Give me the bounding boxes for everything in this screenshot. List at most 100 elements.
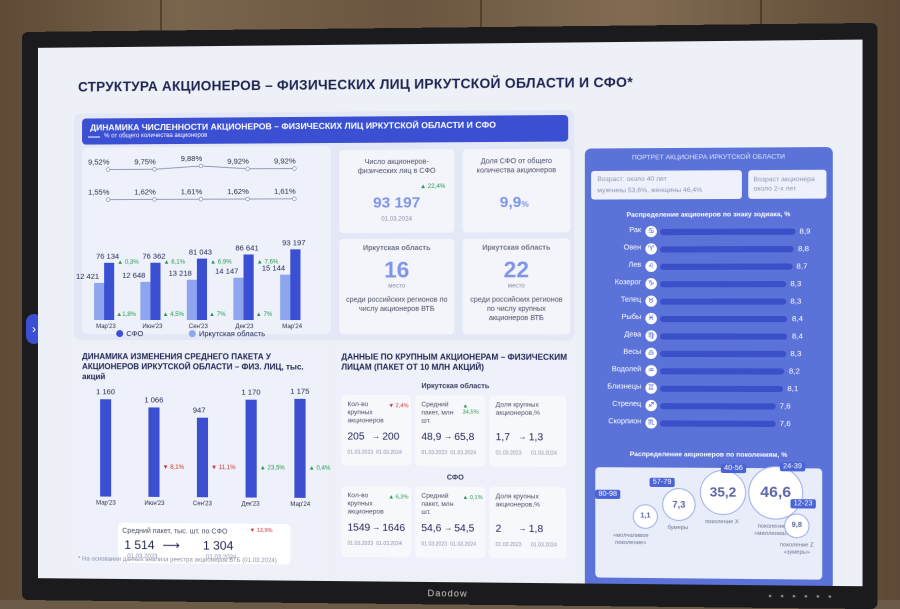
portrait-title: ПОРТРЕТ АКЦИОНЕРА ИРКУТСКОЙ ОБЛАСТИ bbox=[585, 153, 833, 162]
share-point bbox=[106, 198, 110, 202]
avg-bar bbox=[197, 418, 208, 497]
gen-bubble: 46,6 bbox=[748, 466, 803, 520]
rank1-value: 16 bbox=[343, 257, 450, 284]
line-top-label: 9,92% bbox=[274, 156, 296, 165]
zodiac-value: 8,8 bbox=[798, 244, 809, 253]
zodiac-name: Рак bbox=[595, 227, 641, 234]
rank1-word: место bbox=[343, 283, 450, 289]
presentation-slide: СТРУКТУРА АКЦИОНЕРОВ – ФИЗИЧЕСКИХ ЛИЦ ИР… bbox=[38, 40, 863, 587]
zodiac-name: Телец bbox=[595, 297, 641, 304]
category-label: Мар'24 bbox=[282, 324, 302, 330]
zodiac-bar bbox=[660, 299, 786, 305]
avg-change: ▲ 0,4% bbox=[309, 466, 331, 472]
metric-label: Кол-во крупных акционеров bbox=[347, 401, 388, 425]
portrait-panel: ПОРТРЕТ АКЦИОНЕРА ИРКУТСКОЙ ОБЛАСТИ Возр… bbox=[585, 147, 833, 586]
avg-category-label: Сен'23 bbox=[193, 501, 212, 507]
share-point bbox=[293, 197, 297, 201]
value-label-irk: 14 147 bbox=[215, 266, 238, 275]
value-label-irk: 15 144 bbox=[262, 263, 285, 272]
avg-category-label: Июн'23 bbox=[144, 501, 164, 507]
zodiac-name: Козерог bbox=[595, 279, 641, 286]
gen-age-tag: 80-98 bbox=[595, 490, 620, 499]
zodiac-row: Водолей ♒ 8,2 bbox=[595, 365, 826, 379]
avg-category-label: Мар'23 bbox=[96, 501, 116, 507]
arrow-right-icon: ⟶ bbox=[163, 538, 180, 552]
zodiac-value: 8,4 bbox=[792, 331, 803, 340]
large-metric-card: Кол-во крупных акционеров ▲ 6,3% 1549 → 1646… bbox=[341, 486, 411, 557]
line-bottom-label: 1,62% bbox=[227, 187, 249, 196]
category-label: Сен'23 bbox=[189, 324, 208, 330]
zodiac-bar bbox=[660, 246, 794, 252]
line-bottom-label: 1,55% bbox=[88, 188, 109, 197]
avg-value-label: 1 160 bbox=[96, 388, 115, 397]
value-label-sfo: 93 197 bbox=[282, 238, 305, 247]
avg-bar bbox=[294, 399, 305, 498]
date-to: 01.03.2024 bbox=[450, 542, 476, 548]
zodiac-11-icon: ♏ bbox=[645, 417, 657, 428]
zodiac-row: Рак ♋ 8,9 bbox=[595, 225, 826, 239]
dynamics-title: ДИНАМИКА ЧИСЛЕННОСТИ АКЦИОНЕРОВ – ФИЗИЧЕ… bbox=[90, 120, 496, 133]
avg-chart: 1 160 Мар'23 1 066 Июн'23 ▼ 8,1% 947 Сен'23 ▼ 1… bbox=[38, 40, 863, 48]
zodiac-name: Лев bbox=[595, 262, 641, 269]
count-label: Число акционеров-физических лиц в СФО bbox=[345, 158, 448, 177]
value-label-irk: 12 421 bbox=[76, 272, 99, 281]
zodiac-bar bbox=[660, 403, 775, 410]
line-bottom-label: 1,61% bbox=[181, 187, 203, 196]
avg-sfo-change: ▼ 13,9% bbox=[250, 528, 273, 534]
line-legend-icon bbox=[88, 136, 100, 137]
metric-from: 54,6 bbox=[421, 523, 441, 534]
date-to: 01.03.2024 bbox=[450, 450, 476, 456]
rank2-value: 22 bbox=[467, 257, 566, 284]
gender-text: мужчины 53,6%, женщины 46,4% bbox=[597, 187, 702, 195]
rank2-region: Иркутская область bbox=[467, 245, 566, 252]
gen-age-tag: 40-56 bbox=[721, 464, 746, 473]
zodiac-bar bbox=[660, 420, 775, 427]
zodiac-bar bbox=[660, 368, 785, 374]
zodiac-value: 8,9 bbox=[799, 226, 810, 235]
zodiac-name: Овен bbox=[595, 244, 641, 251]
rank-card-1: Иркутская область 16 место среди российс… bbox=[339, 239, 454, 335]
large-irk-head: Иркутская область bbox=[341, 383, 570, 391]
zodiac-row: Стрелец ♐ 7,6 bbox=[595, 400, 826, 414]
share-point bbox=[153, 198, 157, 202]
large-metric-card: Доля крупных акционеров,% 2 → 1,8 01.03.2023… bbox=[489, 487, 566, 559]
metric-change: ▲ 6,3% bbox=[388, 494, 408, 500]
zodiac-3-icon: ♑ bbox=[645, 278, 657, 289]
arrow-right-icon: → bbox=[372, 431, 380, 440]
arrow-right-icon: → bbox=[444, 432, 452, 441]
zodiac-row: Дева ♍ 8,4 bbox=[595, 330, 826, 344]
metric-change: ▼ 2,4% bbox=[388, 403, 408, 409]
metric-to: 200 bbox=[382, 432, 399, 443]
metric-label: Средний пакет, млн шт. bbox=[421, 401, 462, 426]
large-metric-card: Средний пакет, млн шт. ▲ 0,1% 54,6 → 54,5 01.… bbox=[415, 486, 485, 558]
avg-sfo-from: 1 514 bbox=[124, 538, 154, 552]
zodiac-name: Дева bbox=[595, 331, 641, 338]
zodiac-row: Рыбы ♓ 8,4 bbox=[595, 313, 826, 326]
zodiac-bar bbox=[660, 264, 792, 270]
metric-from: 1549 bbox=[347, 522, 370, 533]
monitor-brand: Daodow bbox=[428, 588, 468, 599]
avg-category-label: Мар'24 bbox=[290, 502, 310, 508]
rank1-text: среди российских регионов по числу акцио… bbox=[345, 296, 448, 314]
line-top-label: 9,92% bbox=[227, 157, 249, 166]
zodiac-value: 8,4 bbox=[792, 314, 803, 323]
zodiac-name: Близнецы bbox=[595, 383, 641, 390]
date-from: 01.03.2023 bbox=[496, 450, 522, 456]
gen-age-tag: 24-39 bbox=[780, 462, 805, 471]
share-point bbox=[199, 164, 203, 168]
metric-to: 1646 bbox=[382, 523, 405, 534]
bar-irk bbox=[140, 282, 150, 320]
zodiac-row: Овен ♈ 8,8 bbox=[595, 243, 826, 257]
dynamics-chart: 76 134 12 421 ▲ 0,3% ▲1,8% Мар'23 9,52% 1,55% 7… bbox=[38, 40, 863, 48]
avg-bar bbox=[148, 408, 159, 497]
line-top-label: 9,88% bbox=[181, 154, 203, 163]
zodiac-value: 7,6 bbox=[780, 401, 791, 410]
metric-from: 1,7 bbox=[496, 432, 510, 443]
bar-sfo bbox=[290, 249, 300, 320]
value-label-sfo: 86 641 bbox=[235, 243, 258, 252]
metric-from: 2 bbox=[496, 524, 502, 535]
monitor-buttons[interactable]: ● ● ● ● ● ● bbox=[768, 594, 835, 601]
bar-sfo bbox=[244, 254, 254, 320]
date-from: 01.03.2023 bbox=[421, 541, 447, 547]
zodiac-10-icon: ♐ bbox=[645, 400, 657, 411]
